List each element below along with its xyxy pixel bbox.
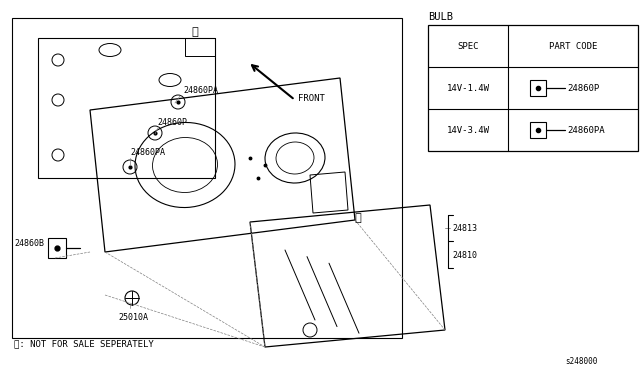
Bar: [530, 122, 546, 138]
Text: 24860PA: 24860PA: [567, 125, 605, 135]
Text: FRONT: FRONT: [298, 93, 325, 103]
Bar: [530, 80, 546, 96]
Text: BULB: BULB: [428, 12, 453, 22]
Text: 24860P: 24860P: [157, 118, 187, 126]
Bar: [428, 25, 638, 151]
Text: ※: ※: [191, 27, 198, 37]
Text: 24860PA: 24860PA: [130, 148, 165, 157]
Bar: [185, 38, 215, 56]
Text: 25010A: 25010A: [118, 314, 148, 323]
Text: 24813: 24813: [452, 224, 477, 232]
Text: 24860PA: 24860PA: [183, 86, 218, 94]
Text: ※: ※: [355, 213, 362, 223]
Text: SPEC: SPEC: [457, 42, 479, 51]
Text: s248000: s248000: [566, 357, 598, 366]
Text: PART CODE: PART CODE: [549, 42, 597, 51]
Text: 24860B: 24860B: [14, 238, 44, 247]
Text: ※: NOT FOR SALE SEPERATELY: ※: NOT FOR SALE SEPERATELY: [14, 340, 154, 349]
Text: 14V-1.4W: 14V-1.4W: [447, 83, 490, 93]
Bar: [12, 18, 402, 338]
Text: 24860P: 24860P: [567, 83, 599, 93]
Text: 14V-3.4W: 14V-3.4W: [447, 125, 490, 135]
Bar: [48, 238, 66, 258]
Text: 24810: 24810: [452, 250, 477, 260]
